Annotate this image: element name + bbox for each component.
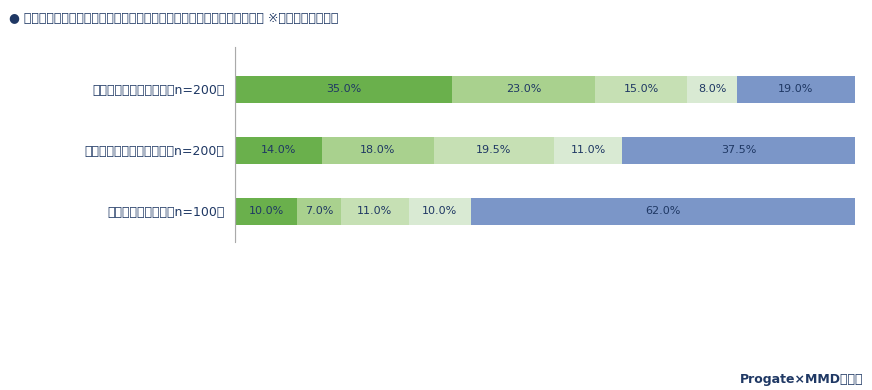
Text: ● 社員へのデジタルスキルアップのための自律学習支援型の研修について ※企業規模、役職別: ● 社員へのデジタルスキルアップのための自律学習支援型の研修について ※企業規模… <box>9 12 338 25</box>
Bar <box>433 136 555 164</box>
Text: 19.0%: 19.0% <box>778 85 814 94</box>
Text: 7.0%: 7.0% <box>305 206 333 216</box>
Text: 8.0%: 8.0% <box>698 85 726 94</box>
Bar <box>595 76 687 103</box>
Text: 11.0%: 11.0% <box>358 206 392 216</box>
Text: 10.0%: 10.0% <box>422 206 458 216</box>
Text: 18.0%: 18.0% <box>360 145 396 155</box>
Bar <box>471 198 855 225</box>
Text: 62.0%: 62.0% <box>645 206 680 216</box>
Text: Progate×MMD研究所: Progate×MMD研究所 <box>739 373 863 386</box>
Bar <box>322 136 433 164</box>
Bar <box>297 198 341 225</box>
Text: 23.0%: 23.0% <box>506 85 541 94</box>
Bar <box>737 76 855 103</box>
Bar <box>341 198 409 225</box>
Text: 14.0%: 14.0% <box>261 145 296 155</box>
Text: 35.0%: 35.0% <box>326 85 361 94</box>
Text: 11.0%: 11.0% <box>570 145 606 155</box>
Text: 37.5%: 37.5% <box>721 145 756 155</box>
Bar <box>623 136 855 164</box>
Bar <box>235 136 322 164</box>
Bar <box>687 76 737 103</box>
Text: 19.5%: 19.5% <box>476 145 512 155</box>
Text: 15.0%: 15.0% <box>623 85 658 94</box>
Bar <box>452 76 595 103</box>
Bar <box>235 198 297 225</box>
Bar <box>235 76 452 103</box>
Bar <box>409 198 471 225</box>
Bar <box>555 136 623 164</box>
Text: 10.0%: 10.0% <box>249 206 284 216</box>
